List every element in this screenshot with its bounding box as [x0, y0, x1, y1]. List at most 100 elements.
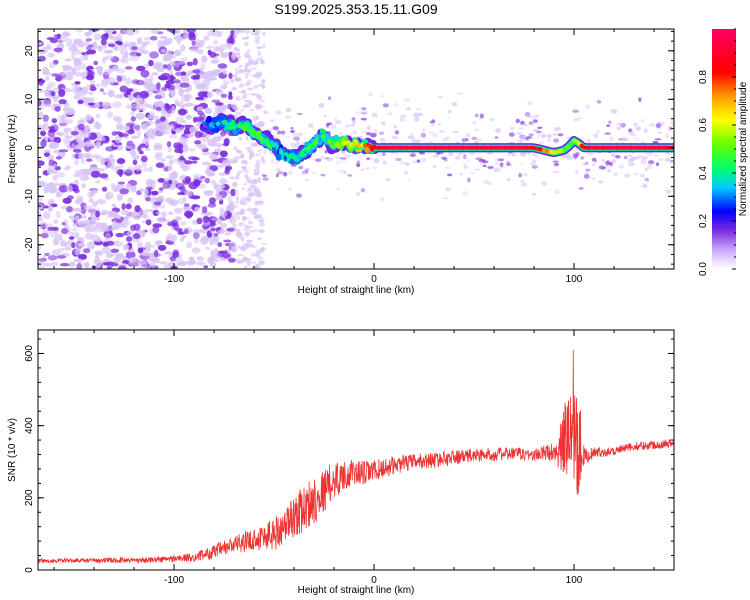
noise-blob	[217, 229, 227, 234]
noise-blob	[246, 48, 251, 55]
ridge-peak	[243, 123, 249, 128]
noise-blob	[105, 77, 116, 85]
noise-blob	[277, 171, 284, 175]
noise-blob	[162, 64, 168, 69]
noise-blob	[160, 41, 170, 45]
noise-blob	[173, 35, 184, 42]
noise-blob	[393, 102, 398, 107]
noise-blob	[385, 178, 392, 182]
noise-blob	[403, 97, 411, 102]
spectrogram-frame	[37, 28, 675, 270]
noise-blob	[166, 63, 172, 71]
noise-blob	[213, 39, 219, 46]
noise-blob	[51, 249, 61, 256]
noise-blob	[134, 164, 143, 171]
noise-blob	[399, 114, 407, 118]
noise-blob	[48, 208, 53, 212]
noise-blob	[269, 119, 275, 122]
noise-blob	[530, 121, 535, 126]
noise-blob	[185, 133, 195, 137]
noise-blob	[189, 126, 199, 134]
noise-blob	[119, 188, 129, 195]
noise-blob	[105, 146, 115, 152]
noise-blob	[356, 192, 361, 196]
noise-blob	[125, 203, 132, 210]
noise-blob	[80, 262, 90, 267]
noise-blob	[73, 38, 83, 42]
noise-blob	[652, 140, 658, 144]
noise-blob	[248, 100, 253, 106]
noise-blob	[411, 160, 418, 164]
noise-blob	[627, 154, 634, 157]
ridge-peak	[292, 154, 298, 160]
noise-blob	[54, 166, 61, 171]
noise-blob	[41, 223, 46, 230]
noise-blob	[581, 163, 587, 166]
noise-blob	[637, 155, 642, 158]
noise-blob	[494, 163, 501, 166]
noise-blob	[243, 183, 247, 186]
noise-blob	[228, 241, 237, 249]
noise-blob	[117, 222, 125, 227]
noise-blob	[86, 158, 93, 162]
noise-blob	[75, 29, 83, 33]
noise-blob	[304, 178, 309, 182]
noise-blob	[140, 69, 150, 78]
noise-blob	[263, 149, 268, 155]
noise-blob	[53, 237, 59, 246]
noise-blob	[249, 230, 254, 233]
noise-blob	[331, 124, 337, 129]
noise-blob	[429, 141, 434, 144]
noise-blob	[112, 101, 122, 109]
noise-blob	[111, 203, 117, 208]
ridge-peak	[285, 153, 291, 159]
noise-blob	[640, 119, 645, 122]
noise-blob	[664, 157, 672, 162]
noise-blob	[168, 179, 173, 185]
noise-blob	[179, 155, 184, 161]
noise-blob	[177, 197, 187, 205]
noise-blob	[93, 33, 102, 41]
noise-blob	[399, 161, 405, 165]
noise-blob	[114, 45, 119, 52]
noise-blob	[172, 170, 177, 178]
noise-blob	[606, 168, 612, 173]
noise-blob	[260, 155, 265, 161]
noise-blob	[213, 233, 219, 237]
noise-blob	[524, 137, 529, 141]
noise-blob	[235, 29, 242, 32]
ridge-peak	[551, 150, 557, 155]
noise-blob	[143, 81, 153, 88]
noise-blob	[622, 137, 630, 142]
noise-blob	[78, 62, 87, 71]
noise-blob	[74, 71, 82, 77]
noise-blob	[255, 71, 262, 78]
noise-blob	[233, 205, 239, 208]
ridge-peak	[306, 145, 312, 150]
noise-blob	[290, 142, 297, 148]
noise-blob	[272, 126, 279, 131]
noise-blob	[150, 35, 158, 41]
noise-blob	[215, 102, 224, 106]
noise-blob	[234, 189, 239, 196]
noise-blob	[235, 95, 240, 101]
noise-blob	[536, 132, 541, 138]
ridge-peak	[502, 145, 508, 150]
noise-blob	[243, 67, 248, 73]
ridge-peak	[397, 145, 403, 150]
noise-blob	[641, 183, 647, 189]
ridge-segment	[281, 152, 288, 160]
noise-blob	[45, 43, 52, 50]
noise-blob	[115, 40, 123, 45]
noise-blob	[227, 194, 233, 202]
noise-blob	[229, 210, 234, 214]
noise-blob	[194, 42, 204, 48]
noise-blob	[454, 155, 461, 161]
noise-blob	[184, 176, 192, 184]
noise-blob	[379, 138, 385, 142]
noise-blob	[169, 68, 174, 76]
noise-blob	[621, 136, 627, 142]
noise-blob	[641, 156, 648, 160]
noise-blob	[649, 122, 655, 127]
noise-blob	[629, 130, 635, 135]
